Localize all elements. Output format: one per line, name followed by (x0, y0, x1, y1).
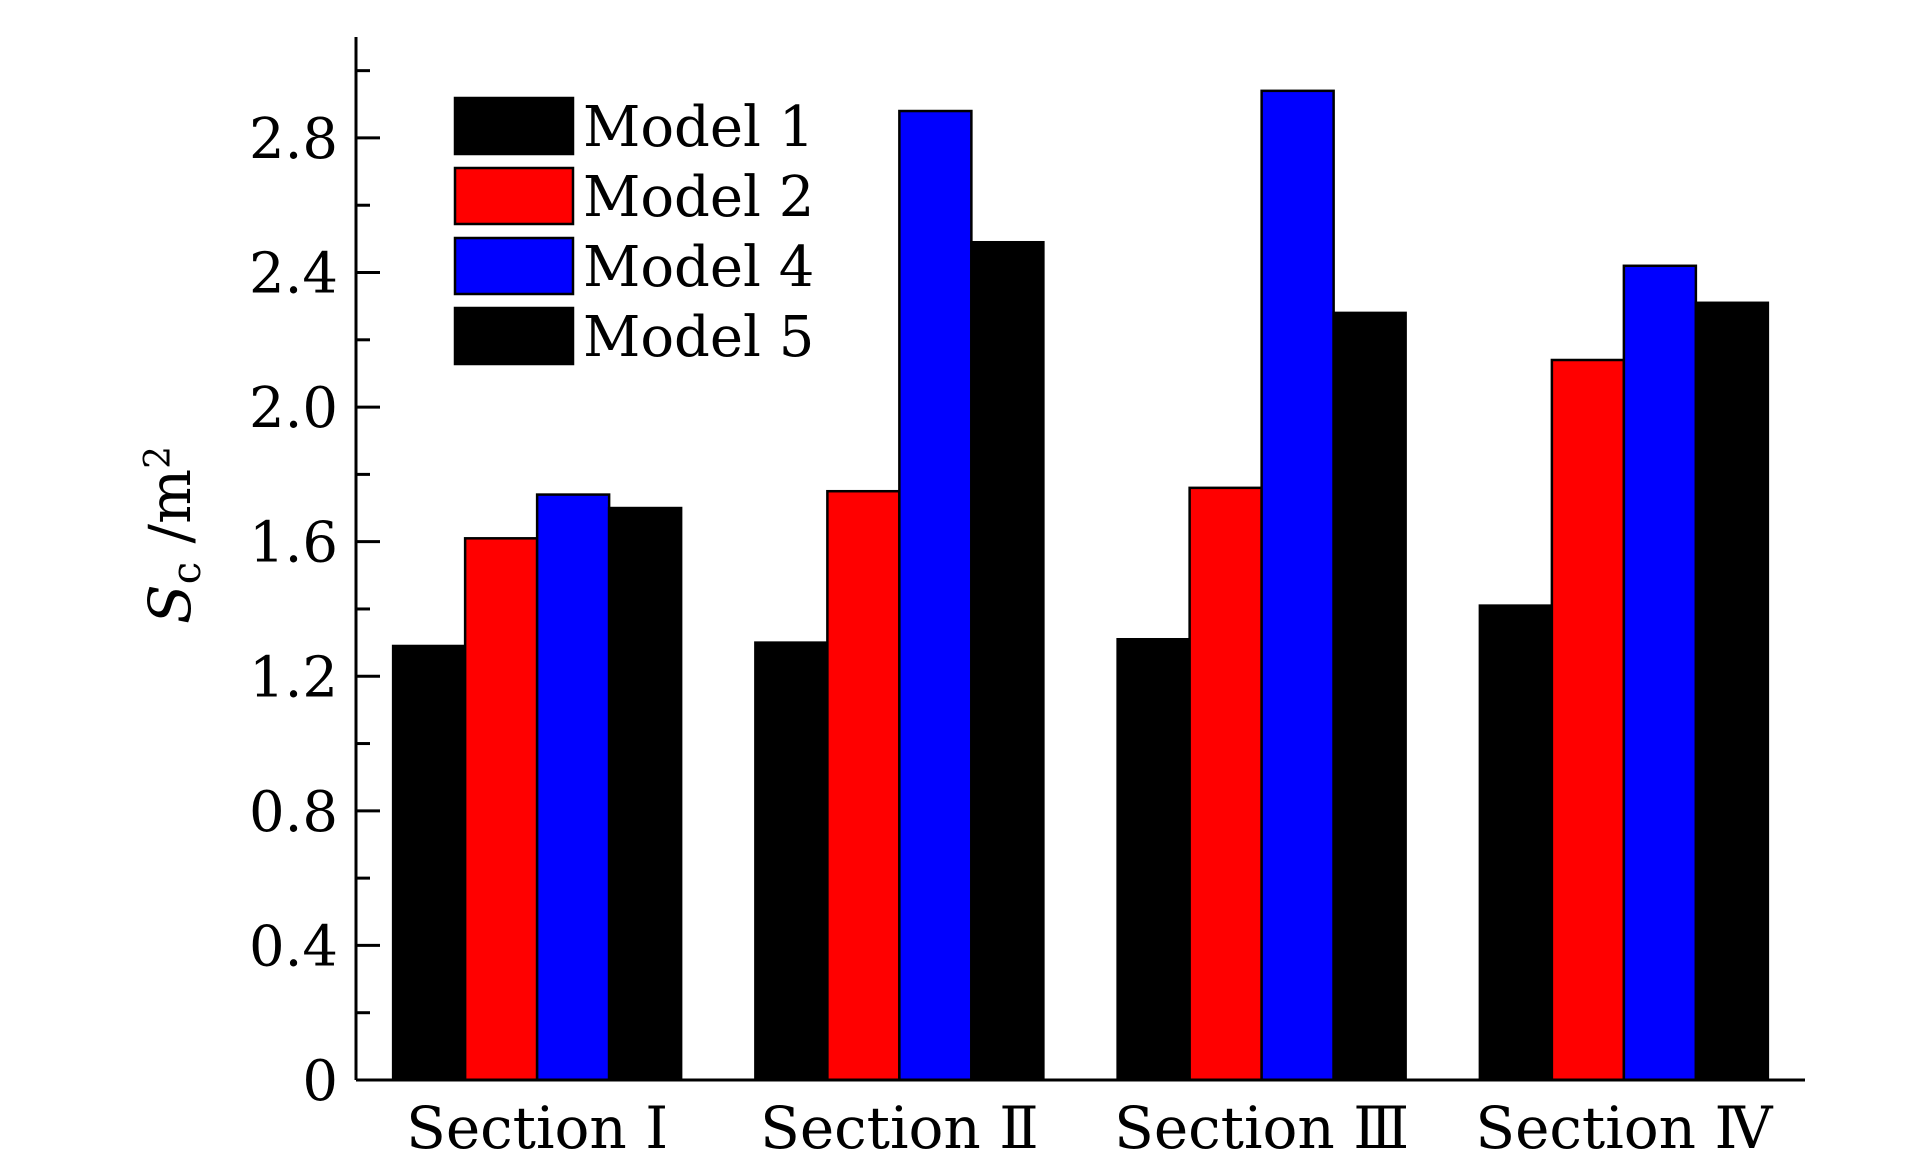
bar-model-5-cat-3 (1332, 311, 1407, 1082)
legend-label: Model 2 (583, 165, 814, 230)
bar-model-2-cat-3 (1188, 486, 1263, 1082)
category-labels-group: Section Ⅰ Section Ⅱ Section Ⅲ Section Ⅳ (406, 1094, 1773, 1162)
legend-swatch (453, 236, 575, 296)
y-axis-label-unit: /m (136, 469, 204, 562)
y-axis-label-superscript: 2 (138, 446, 179, 469)
axes-group (354, 37, 1805, 1082)
bar-model-1-cat-1 (391, 644, 467, 1082)
y-axis-label: Sc /m2 (136, 446, 210, 624)
x-category-label: Section Ⅲ (1114, 1094, 1409, 1162)
bar-model-5-cat-1 (607, 506, 683, 1082)
legend-swatch (453, 96, 575, 156)
bars-group (391, 89, 1770, 1082)
bar-model-4-cat-1 (535, 493, 611, 1082)
y-tick-label: 0.4 (249, 914, 338, 979)
bar-model-5-cat-4 (1694, 301, 1770, 1082)
x-category-label: Section Ⅰ (406, 1094, 668, 1162)
bar-model-1-cat-3 (1116, 637, 1191, 1082)
bar-model-1-cat-4 (1478, 604, 1554, 1082)
legend-label: Model 1 (583, 95, 814, 160)
y-tick-label: 0.8 (249, 780, 338, 845)
bar-model-5-cat-2 (970, 240, 1045, 1082)
legend-label: Model 5 (583, 305, 814, 370)
bar-model-4-cat-3 (1260, 89, 1335, 1082)
y-axis-label-subscript: c (164, 562, 210, 584)
legend-label: Model 4 (583, 235, 814, 300)
y-tick-label: 2.4 (249, 242, 338, 307)
bar-model-2-cat-4 (1550, 358, 1626, 1082)
ticks-group: 0 0.4 0.8 1.2 1.6 2.0 2.4 2.8 (249, 69, 380, 1114)
y-tick-label: 2.8 (249, 107, 338, 172)
legend-swatch (453, 306, 575, 366)
y-tick-label: 1.6 (249, 511, 338, 576)
x-category-label: Section Ⅱ (760, 1094, 1039, 1162)
y-tick-label: 1.2 (249, 645, 338, 710)
y-tick-label: 0 (302, 1049, 338, 1114)
y-tick-label: 2.0 (249, 376, 338, 441)
legend-swatch (453, 166, 575, 226)
bar-model-4-cat-4 (1622, 264, 1698, 1082)
x-category-label: Section Ⅳ (1475, 1094, 1773, 1162)
bar-model-1-cat-2 (754, 641, 829, 1082)
y-axis-label-main: S (136, 584, 204, 624)
bar-model-2-cat-2 (826, 489, 901, 1082)
bar-model-4-cat-2 (898, 109, 973, 1082)
bar-model-2-cat-1 (463, 537, 539, 1082)
